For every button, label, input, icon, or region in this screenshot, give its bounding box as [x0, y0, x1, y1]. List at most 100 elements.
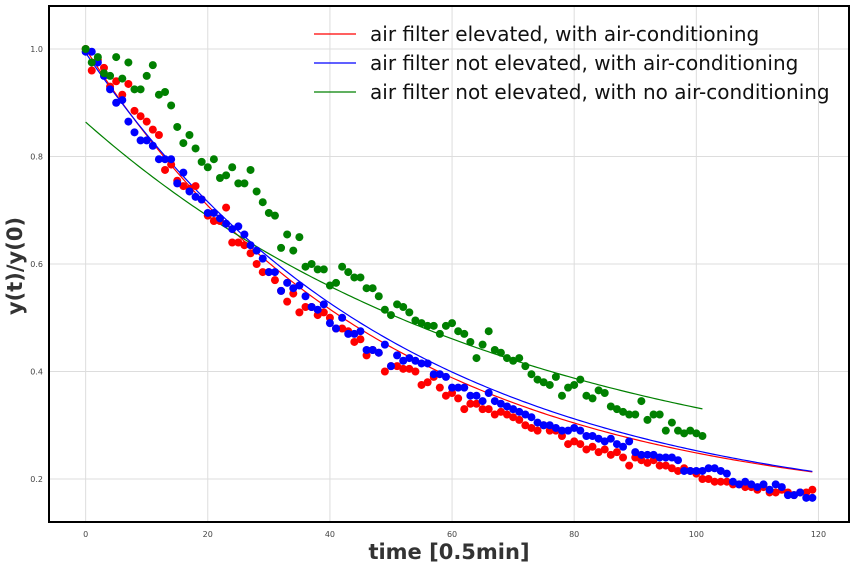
data-point-series-2 — [728, 477, 737, 486]
data-point-series-1 — [295, 308, 304, 317]
data-point-series-2 — [106, 85, 115, 94]
data-point-series-2 — [240, 230, 249, 239]
data-point-series-3 — [277, 243, 286, 252]
data-point-series-1 — [564, 440, 573, 449]
data-point-series-2 — [350, 329, 359, 338]
data-point-series-3 — [252, 187, 261, 196]
x-tick-label: 0 — [83, 530, 88, 539]
data-point-series-2 — [765, 485, 774, 494]
data-point-series-2 — [185, 187, 194, 196]
data-point-series-1 — [338, 324, 347, 333]
data-point-series-1 — [240, 241, 249, 250]
data-point-series-2 — [295, 281, 304, 290]
data-point-series-1 — [283, 297, 292, 306]
data-point-series-3 — [423, 321, 432, 330]
tick-labels: 0 20 40 60 80 100 120 0.2 0.4 0.6 0.8 1.0 — [30, 45, 826, 539]
fit-line-series-2 — [85, 52, 813, 473]
data-point-series-2 — [374, 348, 383, 357]
data-point-series-2 — [301, 292, 310, 301]
data-point-series-3 — [460, 329, 469, 338]
data-point-series-1 — [643, 458, 652, 467]
data-point-series-1 — [228, 238, 237, 247]
x-tick-label: 40 — [325, 530, 335, 539]
data-point-series-3 — [600, 389, 609, 397]
data-point-series-1 — [582, 445, 591, 454]
data-point-series-1 — [490, 410, 499, 419]
data-point-series-3 — [179, 139, 188, 148]
x-tick-label: 80 — [569, 530, 579, 539]
data-point-series-3 — [380, 305, 389, 314]
data-point-series-3 — [667, 418, 676, 427]
data-point-series-3 — [167, 101, 176, 110]
data-point-series-2 — [722, 469, 731, 478]
data-point-series-2 — [362, 346, 371, 354]
data-point-series-2 — [484, 389, 493, 397]
data-point-series-3 — [551, 372, 560, 381]
data-point-series-2 — [564, 426, 573, 435]
data-point-series-2 — [277, 286, 286, 295]
data-point-series-2 — [661, 453, 670, 462]
data-point-series-2 — [209, 208, 218, 217]
data-point-series-3 — [338, 262, 347, 271]
data-point-series-1 — [222, 203, 231, 212]
data-point-series-1 — [234, 238, 243, 247]
data-point-series-3 — [356, 273, 365, 282]
data-point-series-2 — [533, 418, 542, 427]
y-tick-label: 0.8 — [30, 153, 43, 162]
data-point-series-2 — [258, 254, 267, 263]
data-point-series-2 — [686, 466, 695, 475]
x-tick-label: 120 — [811, 530, 826, 539]
data-point-series-3 — [466, 337, 475, 346]
data-point-series-3 — [454, 327, 463, 336]
data-point-series-2 — [130, 128, 139, 137]
data-point-series-3 — [209, 155, 218, 164]
data-point-series-1 — [515, 415, 524, 424]
data-point-series-2 — [790, 491, 799, 500]
data-point-series-1 — [154, 131, 163, 139]
data-point-series-2 — [802, 493, 811, 502]
data-point-series-1 — [570, 437, 579, 446]
data-point-series-1 — [136, 112, 145, 121]
data-point-series-2 — [472, 391, 481, 400]
data-point-series-3 — [106, 71, 115, 80]
data-point-series-2 — [338, 313, 347, 322]
data-point-series-3 — [405, 308, 414, 317]
data-point-series-1 — [209, 217, 218, 225]
data-point-series-3 — [576, 375, 585, 384]
data-point-series-1 — [148, 125, 157, 134]
data-point-series-2 — [692, 466, 701, 475]
data-point-series-3 — [154, 90, 163, 99]
data-point-series-3 — [448, 319, 457, 328]
data-point-series-3 — [93, 53, 102, 62]
data-point-series-3 — [270, 211, 279, 220]
data-point-series-1 — [710, 477, 719, 486]
data-point-series-1 — [246, 249, 255, 258]
data-point-series-2 — [356, 327, 365, 336]
data-point-series-2 — [600, 437, 609, 446]
data-point-series-3 — [545, 380, 554, 389]
data-point-series-3 — [417, 319, 426, 328]
legend-label-series-3: air filter not elevated, with no air-con… — [370, 80, 830, 104]
data-point-series-1 — [722, 477, 731, 486]
data-point-series-2 — [228, 225, 237, 234]
data-point-series-2 — [234, 222, 243, 231]
data-point-series-1 — [441, 391, 450, 400]
data-point-series-2 — [441, 372, 450, 381]
data-point-series-3 — [319, 265, 328, 274]
data-point-series-3 — [374, 292, 383, 301]
data-point-series-1 — [454, 394, 463, 403]
data-point-series-2 — [637, 450, 646, 459]
data-point-series-1 — [478, 405, 487, 414]
data-point-series-2 — [582, 432, 591, 440]
data-point-series-3 — [649, 410, 658, 419]
data-point-series-3 — [570, 380, 579, 389]
data-point-series-3 — [240, 179, 249, 188]
data-point-series-3 — [393, 300, 402, 309]
data-point-series-1 — [588, 442, 597, 451]
data-point-series-2 — [270, 268, 279, 277]
data-point-series-3 — [612, 405, 621, 414]
data-point-series-3 — [234, 179, 243, 188]
data-point-series-3 — [429, 321, 438, 330]
data-point-series-3 — [399, 303, 408, 311]
data-point-series-2 — [124, 117, 133, 126]
